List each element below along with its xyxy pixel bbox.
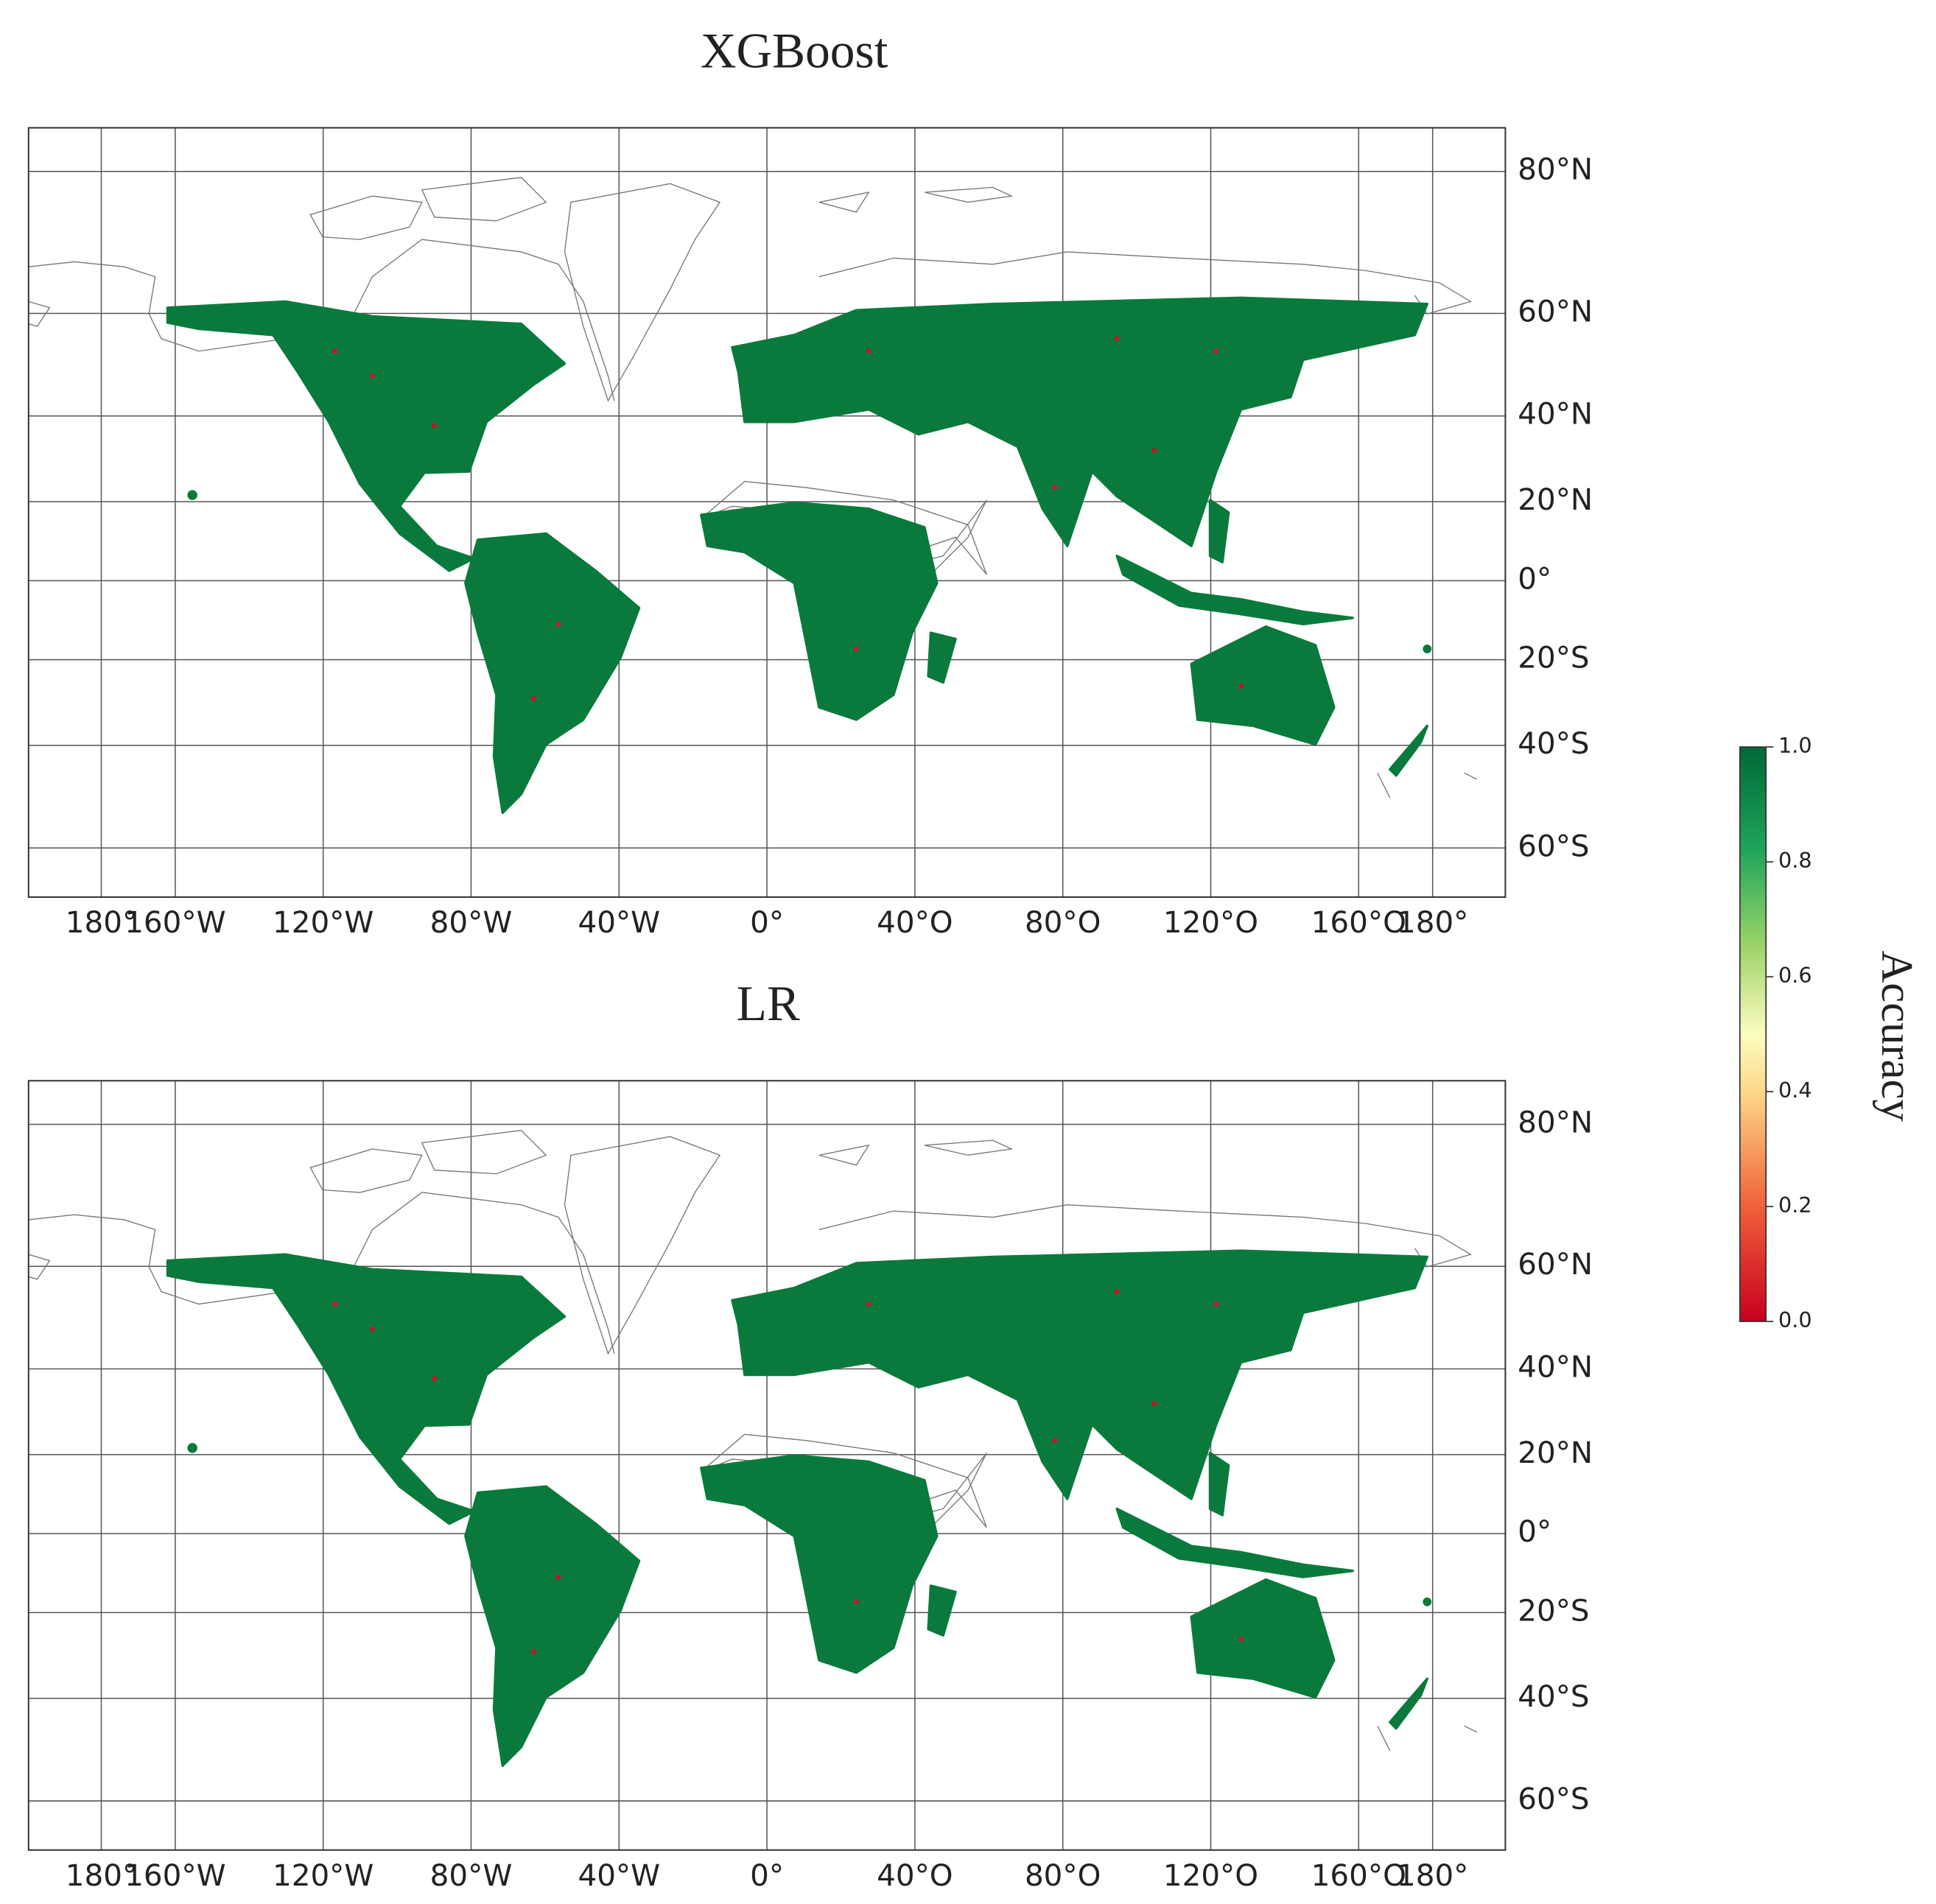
x-tick-label: 180° <box>66 904 137 940</box>
y-tick-label: 60°S <box>1518 1781 1589 1816</box>
y-tick-label: 60°N <box>1518 1246 1593 1282</box>
x-tick-label: 160°W <box>124 904 225 940</box>
y-tick-label: 20°N <box>1518 1435 1593 1470</box>
colorbar-gradient <box>1739 746 1767 1322</box>
y-tick-label: 40°S <box>1518 726 1589 761</box>
x-tick-label: 40°O <box>877 904 953 940</box>
panel-title: XGBoost <box>701 23 888 78</box>
y-tick-label: 20°N <box>1518 482 1593 517</box>
y-tick-label: 40°N <box>1518 1349 1593 1385</box>
y-tick-label: 60°N <box>1518 293 1593 329</box>
x-tick-label: 120°O <box>1163 1858 1258 1893</box>
map-frame <box>27 127 1507 898</box>
x-tick-label: 0° <box>750 1858 784 1893</box>
x-tick-label: 180° <box>1397 1858 1468 1893</box>
x-tick-label: 160°O <box>1311 904 1406 940</box>
x-tick-label: 40°W <box>578 904 660 940</box>
y-tick-label: 40°N <box>1518 396 1593 432</box>
x-tick-label: 180° <box>1397 904 1468 940</box>
map-frame <box>27 1080 1507 1851</box>
colorbar-tick-label: 0.6 <box>1778 963 1812 988</box>
x-tick-label: 160°W <box>124 1858 225 1893</box>
x-tick-label: 40°O <box>877 1858 953 1893</box>
y-tick-label: 40°S <box>1518 1679 1589 1714</box>
colorbar-tick-label: 0.0 <box>1778 1307 1812 1332</box>
x-tick-label: 120°W <box>273 904 373 940</box>
colorbar-tick-label: 0.8 <box>1778 848 1812 873</box>
panel-title: LR <box>737 976 800 1031</box>
y-tick-label: 0° <box>1518 1514 1551 1549</box>
x-tick-label: 80°O <box>1025 904 1101 940</box>
x-tick-label: 120°W <box>273 1858 373 1893</box>
x-tick-label: 80°O <box>1025 1858 1101 1893</box>
x-tick-label: 80°W <box>430 904 513 940</box>
colorbar-tick-label: 1.0 <box>1778 733 1812 758</box>
colorbar-label: Accuracy <box>1872 951 1921 1123</box>
x-tick-label: 120°O <box>1163 904 1258 940</box>
colorbar-tick-label: 0.4 <box>1778 1078 1812 1103</box>
x-tick-label: 180° <box>66 1858 137 1893</box>
x-tick-label: 0° <box>750 904 784 940</box>
y-tick-label: 80°N <box>1518 152 1593 187</box>
x-tick-label: 160°O <box>1311 1858 1406 1893</box>
y-tick-label: 60°S <box>1518 828 1589 863</box>
colorbar: 0.0 0.2 0.4 0.6 0.8 1.0 <box>1739 733 1812 1332</box>
x-tick-label: 80°W <box>430 1858 513 1893</box>
x-tick-label: 40°W <box>578 1858 660 1893</box>
y-tick-label: 20°S <box>1518 1592 1589 1628</box>
y-tick-label: 0° <box>1518 561 1551 596</box>
y-tick-label: 80°N <box>1518 1105 1593 1140</box>
colorbar-tick-label: 0.2 <box>1778 1192 1812 1218</box>
y-tick-label: 20°S <box>1518 640 1589 675</box>
